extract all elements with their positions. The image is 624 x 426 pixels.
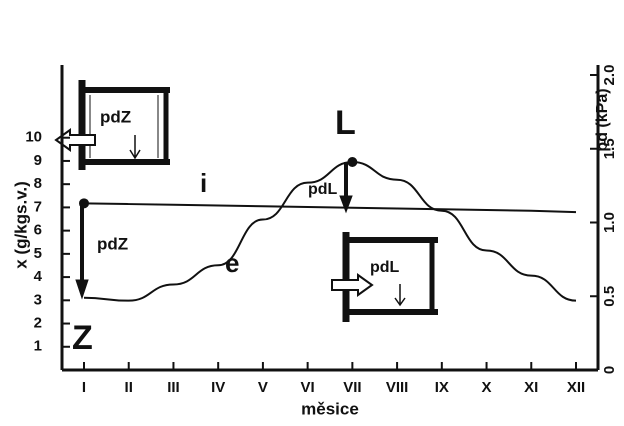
point (347, 157, 357, 167)
annotation: pdL (308, 181, 338, 198)
y-tick-label: 4 (34, 268, 43, 285)
series-label: e (225, 248, 239, 278)
x-tick-label: XI (524, 379, 538, 396)
annotation: pdZ (97, 234, 128, 253)
y-tick-label: 8 (34, 175, 42, 192)
x-tick-label: I (82, 379, 86, 396)
x-tick-label: VII (343, 379, 361, 396)
y-tick-label: 5 (34, 245, 42, 262)
chart: měsice x (g/kgs.v.) pd (kPa) 12345678910… (0, 0, 624, 421)
annotation: pdZ (100, 107, 131, 126)
x-tick-label: IX (435, 379, 449, 396)
y2-tick-label: 0.5 (601, 286, 618, 307)
y-tick-label: 6 (34, 222, 42, 239)
annotation: pdL (370, 259, 400, 276)
x-tick-label: XII (567, 379, 585, 396)
x-tick-label: VI (301, 379, 315, 396)
x-axis-title: měsice (301, 399, 359, 418)
annotation: Z (72, 319, 93, 357)
x-tick-label: II (125, 379, 133, 396)
annotation: L (335, 104, 356, 142)
x-tick-label: IV (211, 379, 225, 396)
x-tick-label: X (482, 379, 492, 396)
x-tick-label: V (258, 379, 268, 396)
page: {"chart_data":{"type":"line", "xlabel":"… (0, 0, 624, 426)
y-tick-label: 1 (34, 338, 42, 355)
x-tick-label: VIII (386, 379, 409, 396)
x-tick-label: III (167, 379, 180, 396)
y-axis-title: x (g/kgs.v.) (11, 181, 30, 269)
y-tick-label: 10 (25, 129, 42, 146)
y-tick-label: 7 (34, 198, 42, 215)
y2-tick-label: 1.5 (601, 138, 618, 159)
series-line (84, 203, 576, 212)
y2-tick-label: 2.0 (601, 65, 618, 86)
y-tick-label: 2 (34, 315, 42, 332)
y2-tick-label: 1.0 (601, 212, 618, 233)
y-tick-label: 3 (34, 291, 42, 308)
point (79, 198, 89, 208)
wall-diagram-summer (332, 232, 438, 322)
y2-tick-label: 0 (601, 366, 618, 374)
y-tick-label: 9 (34, 152, 42, 169)
series-label: i (200, 168, 207, 198)
